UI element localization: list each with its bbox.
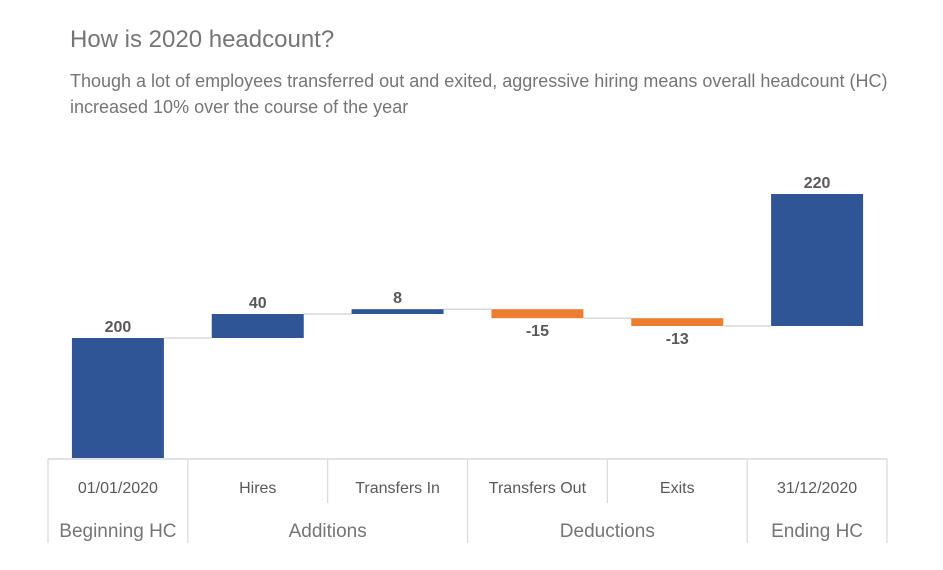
category-label-1: Hires	[239, 480, 276, 497]
bar-5	[771, 194, 864, 326]
bar-3	[491, 309, 584, 319]
category-label-5: 31/12/2020	[777, 480, 857, 497]
bar-0	[71, 338, 164, 458]
data-label-2: 8	[393, 290, 402, 307]
chart-title: How is 2020 headcount?	[70, 26, 335, 53]
category-label-2: Transfers In	[355, 480, 440, 497]
data-label-1: 40	[249, 295, 267, 312]
category-label-4: Exits	[660, 480, 695, 497]
group-label-3: Ending HC	[771, 521, 863, 542]
bar-1	[211, 314, 304, 338]
group-label-0: Beginning HC	[59, 521, 176, 542]
data-label-5: 220	[804, 175, 831, 192]
data-label-0: 200	[105, 319, 132, 336]
bar-4	[631, 318, 724, 326]
chart-subtitle: Though a lot of employees transferred ou…	[70, 71, 888, 117]
data-label-4: -13	[666, 331, 689, 348]
data-label-3: -15	[526, 323, 549, 340]
bar-2	[351, 309, 444, 314]
category-label-3: Transfers Out	[489, 480, 587, 497]
group-label-1: Additions	[289, 521, 367, 542]
group-label-2: Deductions	[560, 521, 655, 542]
category-label-0: 01/01/2020	[78, 480, 158, 497]
